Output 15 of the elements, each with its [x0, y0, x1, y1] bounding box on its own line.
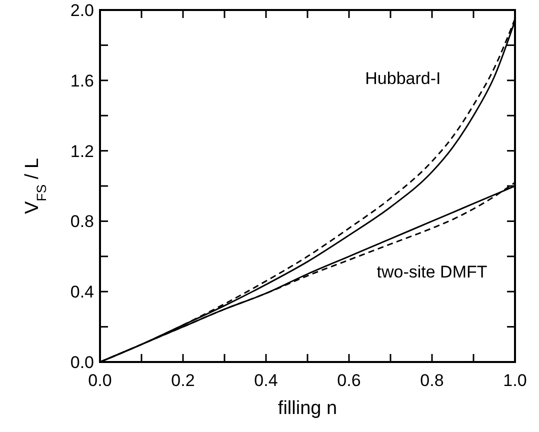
annotation: Hubbard-I	[365, 68, 441, 88]
y-tick-label: 1.6	[70, 71, 94, 90]
x-axis-title: filling n	[278, 398, 338, 419]
y-tick-label: 1.2	[70, 142, 94, 161]
x-tick-label: 0.8	[420, 371, 444, 390]
x-tick-label: 0.4	[254, 371, 278, 390]
y-tick-label: 0.0	[70, 353, 94, 372]
x-tick-label: 0.2	[171, 371, 195, 390]
x-tick-label: 0.6	[337, 371, 361, 390]
annotation: two-site DMFT	[376, 262, 488, 282]
x-tick-label: 0.0	[88, 371, 112, 390]
y-tick-label: 0.8	[70, 212, 94, 232]
y-tick-label: 0.4	[70, 282, 94, 302]
y-tick-label: 2.0	[70, 1, 94, 20]
x-tick-label: 1.0	[503, 371, 527, 390]
